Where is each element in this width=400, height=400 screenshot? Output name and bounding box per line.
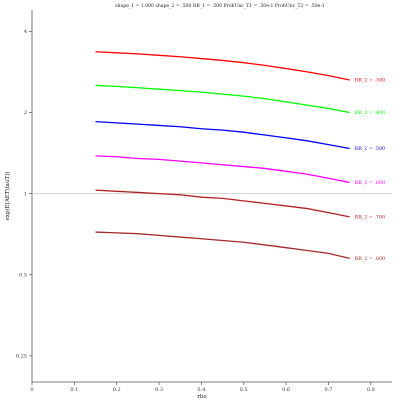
y-axis-label: exp(E[AET\tauT]) <box>4 172 11 221</box>
y-tick-label: 4 <box>24 29 27 35</box>
y-tick-label: 0.5 <box>19 272 27 278</box>
series-line <box>95 51 350 81</box>
y-tick-label: 2 <box>24 110 27 116</box>
series-label: RR_2 = .700 <box>355 214 385 220</box>
x-tick-label: 0.8 <box>367 387 375 393</box>
x-axis-label: rho <box>197 394 207 400</box>
x-tick-label: 0 <box>30 387 33 393</box>
series-label: RR_2 = .500 <box>355 146 385 152</box>
x-tick-label: 0.5 <box>240 387 248 393</box>
series-label: RR_2 = .600 <box>355 180 385 186</box>
x-tick-label: 0.2 <box>113 387 121 393</box>
series-label: RR_2 = .400 <box>355 110 385 116</box>
x-tick-label: 0.4 <box>197 387 205 393</box>
x-tick-group: 0 0.1 0.2 0.3 0.4 0.5 0.6 0.7 0.8 <box>30 382 375 393</box>
series-group <box>95 51 350 260</box>
chart-title: shape_1 = 1.000 shape_2 = .500 RR_1 = .5… <box>115 3 325 9</box>
y-tick-group: 0.25 0.5 1 2 4 <box>16 29 32 360</box>
series-label: RR_2 = .800 <box>355 256 385 262</box>
series-line <box>95 231 350 260</box>
series-label: RR_2 = .300 <box>355 78 385 84</box>
series-label-group: RR_2 = .300 RR_2 = .400 RR_2 = .500 RR_2 = … <box>355 78 385 262</box>
x-tick-label: 0.1 <box>70 387 78 393</box>
x-tick-label: 0.6 <box>282 387 290 393</box>
series-line <box>95 84 350 114</box>
x-tick-label: 0.7 <box>324 387 332 393</box>
series-line <box>95 120 350 150</box>
y-tick-label: 0.25 <box>16 354 27 360</box>
series-line <box>95 155 350 184</box>
series-line <box>95 189 350 218</box>
x-tick-label: 0.3 <box>155 387 163 393</box>
y-tick-label: 1 <box>24 191 27 197</box>
